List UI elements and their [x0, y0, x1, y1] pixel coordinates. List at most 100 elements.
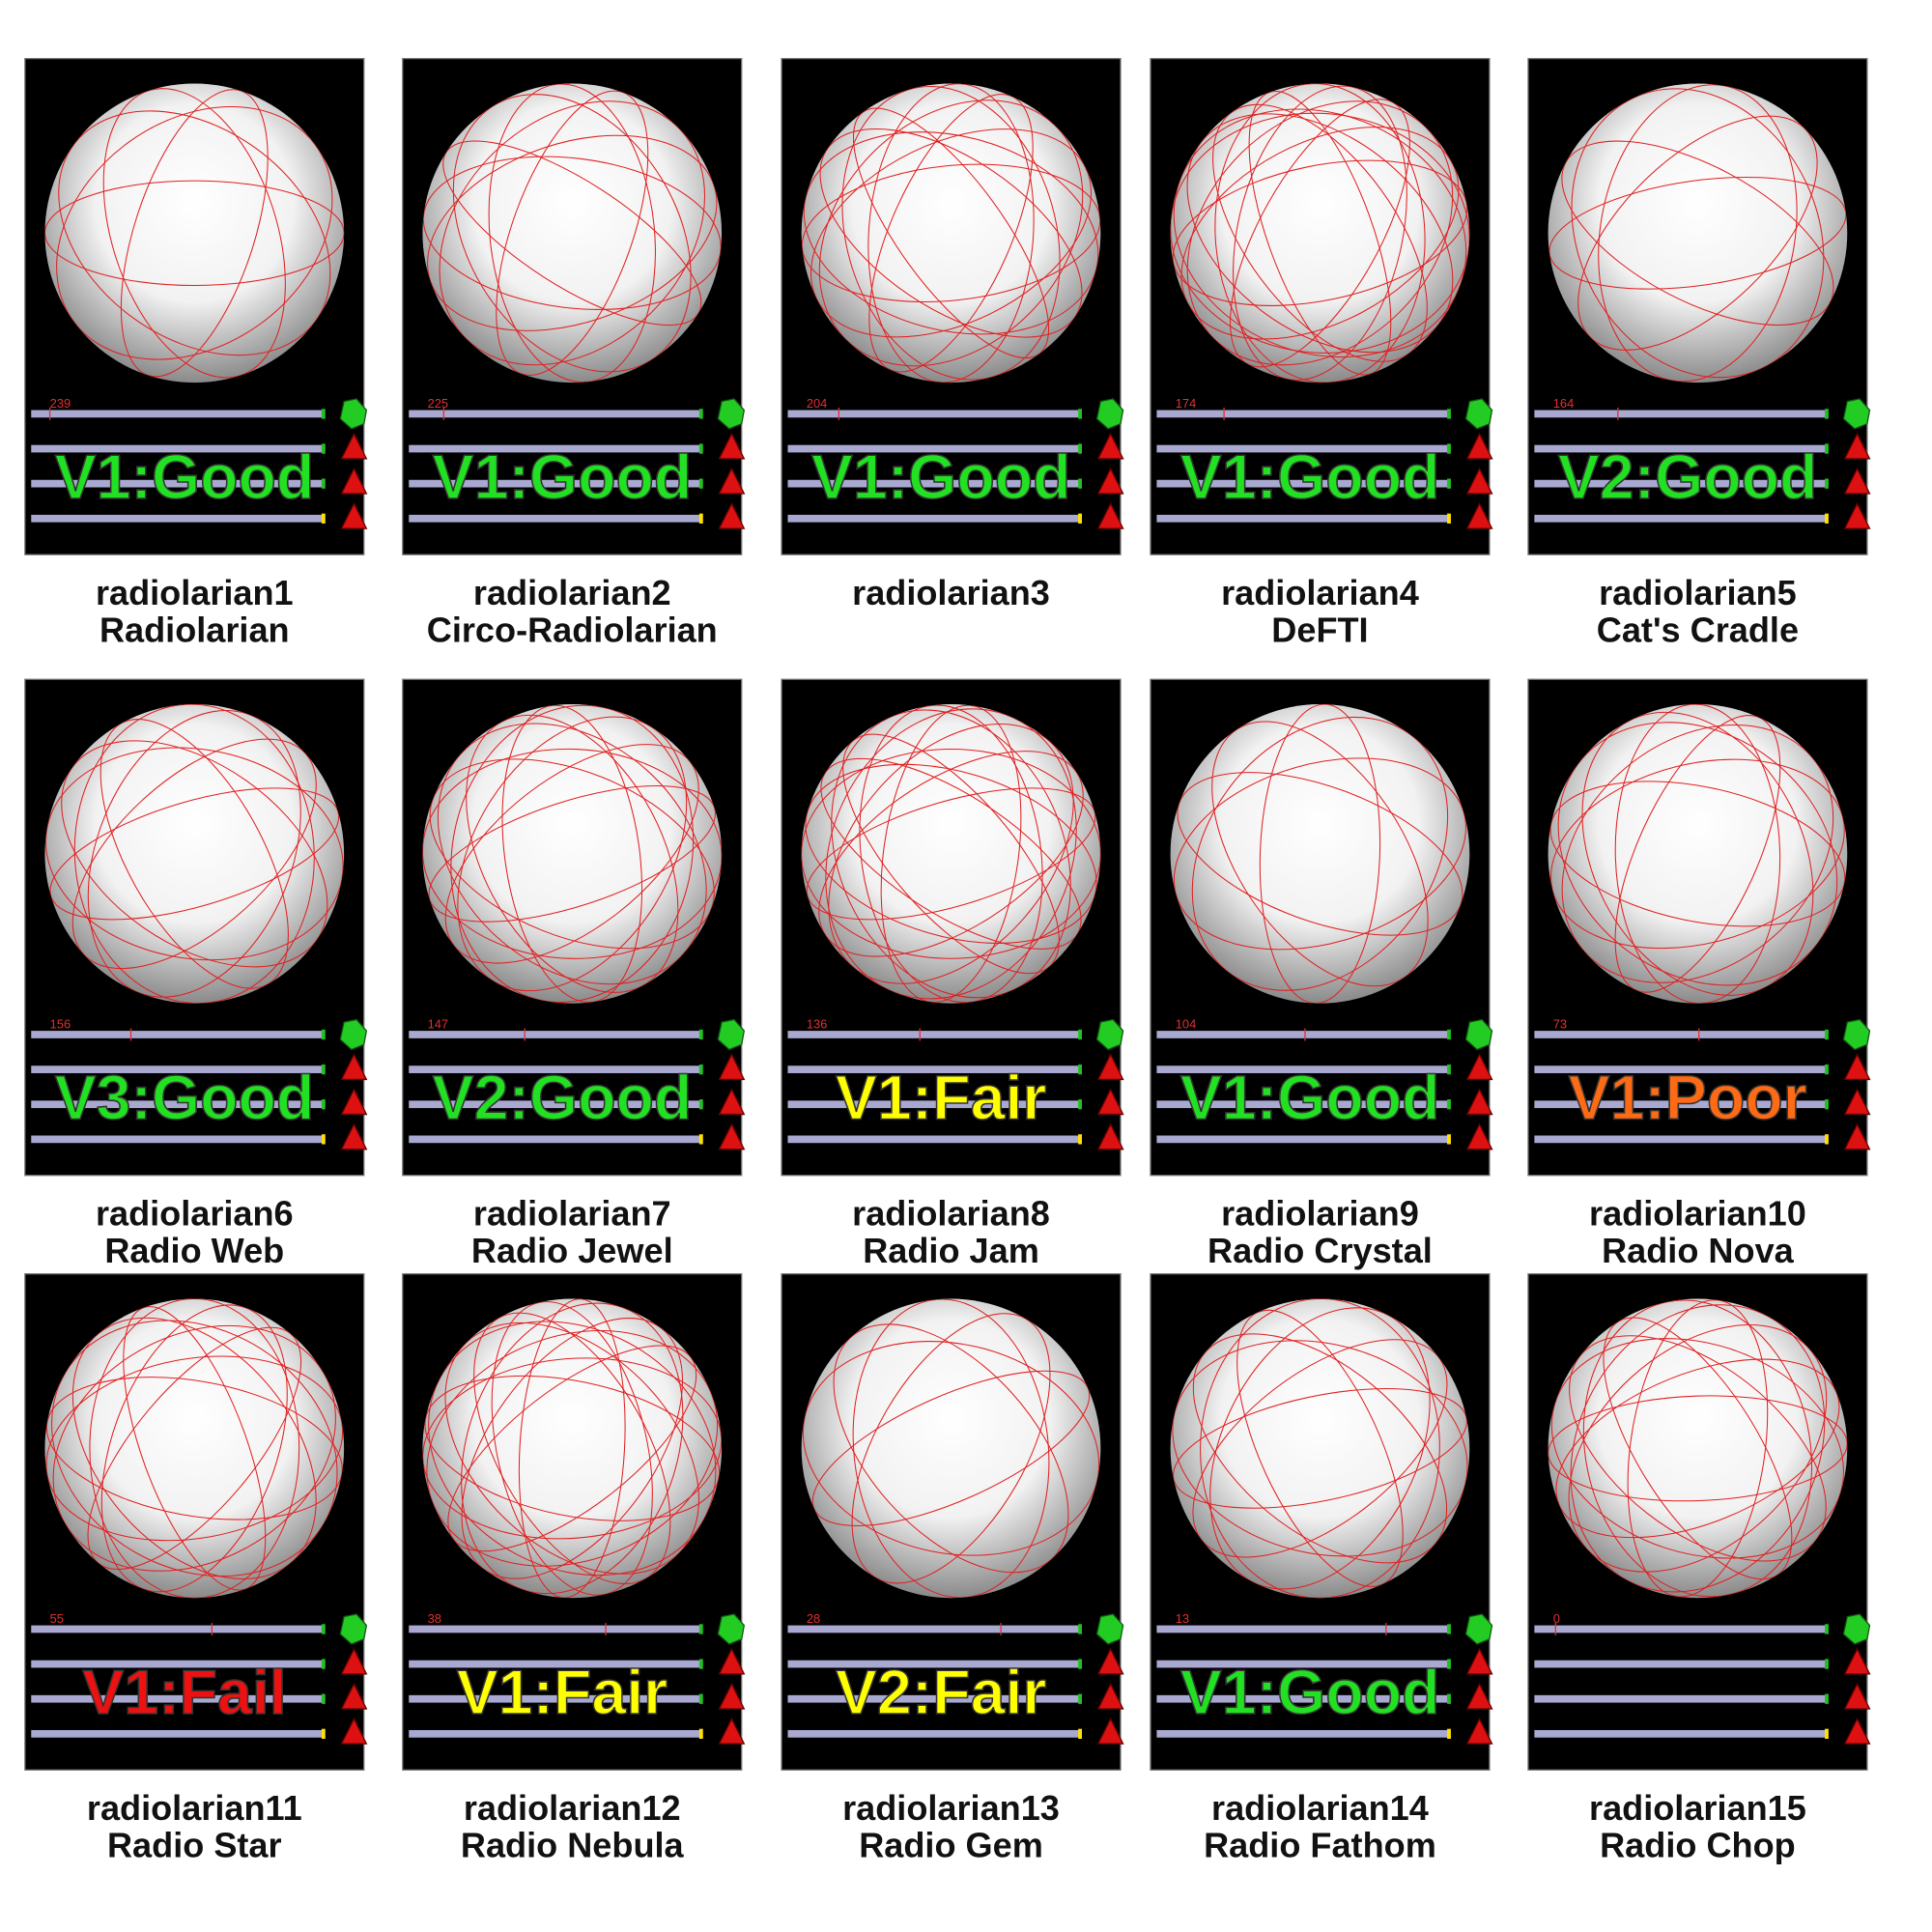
red-button	[718, 1682, 746, 1710]
red-button	[340, 1647, 368, 1675]
slider-end	[1078, 1624, 1082, 1634]
slider-count: 164	[1553, 396, 1575, 411]
slider-end	[1447, 443, 1451, 454]
slider-bar	[31, 1135, 325, 1144]
slider-bar	[787, 1660, 1081, 1668]
great-circle	[1548, 1395, 1848, 1502]
panel-id: radiolarian9	[1221, 1193, 1419, 1233]
slider-bar	[787, 444, 1081, 453]
slider-end	[1825, 1029, 1829, 1040]
slider-end	[698, 409, 703, 419]
status-label: V1:Good	[1180, 1658, 1440, 1727]
slider-count: 156	[50, 1017, 71, 1032]
great-circle	[428, 785, 716, 923]
slider-bar	[409, 479, 702, 488]
great-circle	[1259, 704, 1381, 1004]
slider-bar	[1156, 410, 1450, 418]
slider-end	[321, 1693, 326, 1704]
slider-bar	[409, 1031, 702, 1038]
slider-bar	[409, 410, 702, 418]
panel-name: Radio Jewel	[471, 1231, 673, 1270]
slider-end	[698, 1693, 703, 1704]
slider-bar	[31, 1031, 325, 1038]
green-button	[1842, 1613, 1871, 1645]
slider-end	[321, 1064, 326, 1075]
slider-count: 225	[428, 396, 449, 411]
great-circle	[1614, 704, 1781, 1004]
sphere	[1170, 704, 1470, 1004]
great-circle	[102, 88, 286, 379]
slider-bar	[31, 1625, 325, 1634]
status-label: V1:Good	[1180, 1064, 1440, 1133]
slider-bar	[1534, 1660, 1828, 1668]
slider-bar	[409, 1660, 702, 1668]
panel-name: Radio Chop	[1600, 1826, 1796, 1865]
great-circle	[831, 709, 1071, 999]
slider-bar	[1534, 479, 1828, 488]
great-circle	[1581, 711, 1814, 996]
slider-bar	[787, 1625, 1081, 1634]
slider-bar	[1156, 1694, 1450, 1703]
slider-end	[1825, 409, 1829, 419]
status-label: V1:Good	[55, 442, 315, 512]
slider-bar	[787, 410, 1081, 418]
green-button	[1095, 1613, 1124, 1645]
great-circle	[1214, 83, 1426, 384]
red-button	[1843, 1647, 1871, 1675]
red-button	[718, 1647, 746, 1675]
slider-end	[698, 1728, 703, 1739]
red-button	[1096, 1122, 1124, 1151]
sphere	[801, 83, 1101, 384]
red-button	[718, 467, 746, 495]
great-circle	[1548, 176, 1847, 290]
slider-end	[321, 443, 326, 454]
slider-end	[1078, 409, 1082, 419]
slider-end	[698, 1134, 703, 1145]
panel-name: Radio Fathom	[1204, 1826, 1436, 1865]
panel-id: radiolarian11	[87, 1788, 302, 1828]
great-circle	[457, 716, 688, 992]
panel-id: radiolarian13	[842, 1788, 1060, 1828]
slider-bar	[1534, 1694, 1828, 1703]
great-circle	[120, 89, 269, 378]
panel-name: Radio Nebula	[461, 1826, 685, 1865]
red-button	[1096, 1682, 1124, 1710]
sphere	[422, 704, 723, 1004]
slider-bar	[787, 1100, 1081, 1109]
red-button	[1465, 1717, 1493, 1745]
great-circle	[44, 180, 345, 286]
slider-end	[321, 1029, 326, 1040]
panel: 204 V1:Good radiolarian3	[781, 58, 1124, 612]
slider-end	[698, 478, 703, 489]
green-button	[1464, 1018, 1493, 1051]
great-circle	[819, 128, 1083, 338]
slider-end	[1078, 1728, 1082, 1739]
sphere	[422, 83, 723, 384]
slider-bar	[31, 1729, 325, 1738]
sphere	[1548, 83, 1848, 384]
slider-end	[1825, 1693, 1829, 1704]
green-button	[339, 398, 368, 430]
great-circle	[444, 1321, 700, 1575]
great-circle	[1211, 721, 1429, 987]
slider-bar	[31, 1660, 325, 1668]
slider-bar	[1534, 1729, 1828, 1738]
slider-end	[1447, 1659, 1451, 1669]
great-circle	[1598, 84, 1798, 383]
slider-end	[1078, 1659, 1082, 1669]
slider-bar	[1156, 1065, 1450, 1073]
panel-name: DeFTI	[1271, 611, 1368, 650]
slider-bar	[31, 514, 325, 523]
panel-name: Radio Crystal	[1208, 1231, 1433, 1270]
slider-bar	[1156, 479, 1450, 488]
slider-end	[1078, 1064, 1082, 1075]
slider-end	[698, 1624, 703, 1634]
great-circle	[437, 723, 707, 985]
slider-bar	[1156, 1100, 1450, 1109]
panel-name: Radio Web	[104, 1231, 284, 1270]
great-circle	[810, 128, 1093, 338]
red-button	[1096, 1717, 1124, 1745]
sphere	[1548, 1298, 1848, 1599]
slider-bar	[1534, 514, 1828, 523]
